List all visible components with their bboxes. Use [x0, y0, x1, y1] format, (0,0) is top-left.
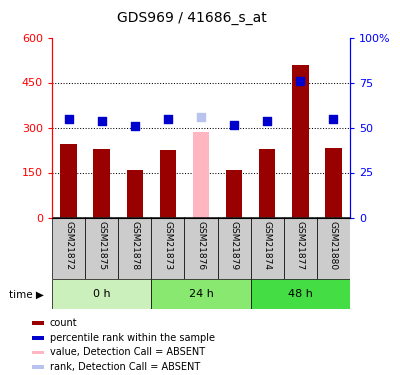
Text: GSM21880: GSM21880 [329, 220, 338, 270]
Bar [259, 148, 276, 217]
Bar [218, 217, 251, 279]
Text: rank, Detection Call = ABSENT: rank, Detection Call = ABSENT [50, 362, 200, 372]
Bar [151, 217, 184, 279]
Bar [325, 148, 342, 217]
Bar [52, 217, 85, 279]
Text: GSM21873: GSM21873 [163, 220, 172, 270]
Point [297, 78, 304, 84]
Bar [160, 150, 176, 217]
Bar [184, 217, 218, 279]
Text: GDS969 / 41686_s_at: GDS969 / 41686_s_at [117, 11, 267, 25]
Bar [193, 132, 209, 218]
Bar [52, 279, 151, 309]
Point [330, 116, 337, 122]
Text: time ▶: time ▶ [9, 290, 44, 299]
Bar [32, 336, 44, 339]
Text: count: count [50, 318, 78, 328]
Point [165, 116, 171, 122]
Point [65, 116, 72, 122]
Bar [93, 148, 110, 217]
Text: GSM21872: GSM21872 [64, 220, 73, 270]
Text: GSM21879: GSM21879 [230, 220, 239, 270]
Text: 0 h: 0 h [93, 290, 110, 299]
Bar [251, 217, 284, 279]
Text: percentile rank within the sample: percentile rank within the sample [50, 333, 215, 343]
Bar [226, 170, 242, 217]
Text: GSM21878: GSM21878 [130, 220, 139, 270]
Bar [151, 279, 251, 309]
Bar [317, 217, 350, 279]
Bar [32, 351, 44, 354]
Point [264, 118, 270, 124]
Text: 48 h: 48 h [288, 290, 313, 299]
Bar [126, 170, 143, 217]
Bar [32, 365, 44, 369]
Text: 24 h: 24 h [188, 290, 214, 299]
Bar [32, 321, 44, 325]
Text: GSM21875: GSM21875 [97, 220, 106, 270]
Bar [85, 217, 118, 279]
Point [132, 123, 138, 129]
Text: GSM21874: GSM21874 [263, 220, 272, 270]
Point [198, 114, 204, 120]
Point [98, 118, 105, 124]
Point [231, 122, 237, 128]
Text: GSM21877: GSM21877 [296, 220, 305, 270]
Bar [60, 144, 77, 218]
Text: value, Detection Call = ABSENT: value, Detection Call = ABSENT [50, 347, 205, 357]
Text: GSM21876: GSM21876 [196, 220, 206, 270]
Bar [251, 279, 350, 309]
Bar [284, 217, 317, 279]
Bar [292, 64, 309, 218]
Bar [118, 217, 151, 279]
